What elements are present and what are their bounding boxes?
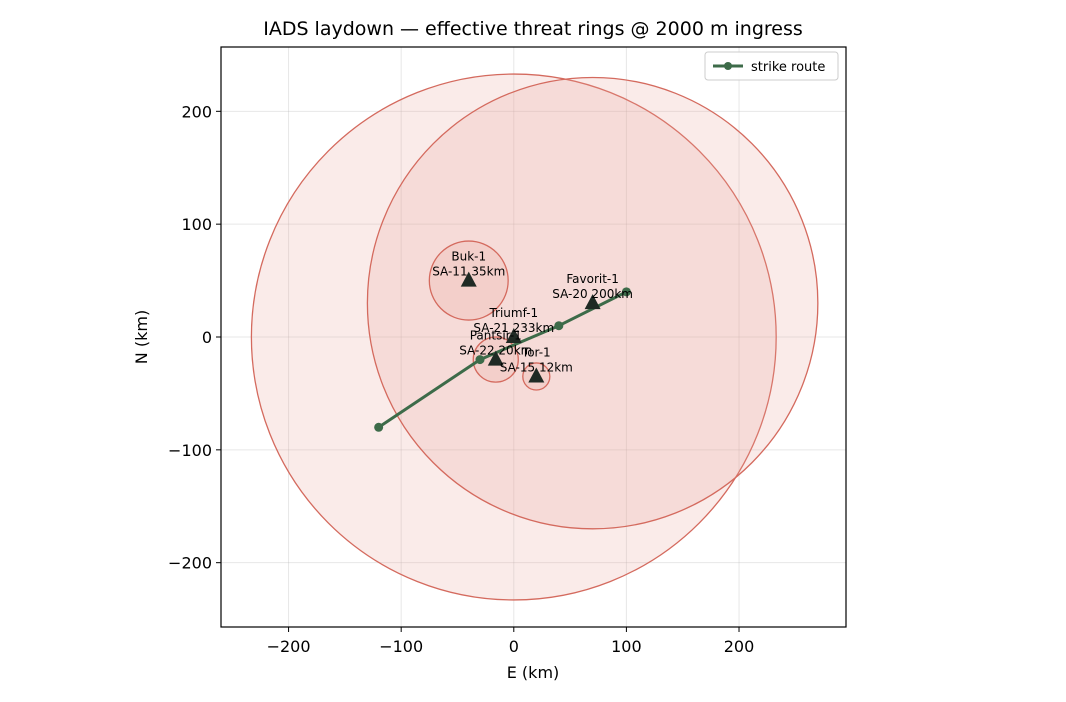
x-tick-label: 200 — [724, 637, 755, 656]
site-range-label: SA-22 20km — [459, 344, 532, 358]
x-axis-label: E (km) — [507, 663, 560, 682]
site-range-label: SA-15 12km — [500, 360, 573, 374]
site-marker — [584, 294, 601, 310]
x-tick-label: −200 — [267, 637, 311, 656]
route-waypoint — [554, 321, 564, 331]
route-waypoint — [475, 355, 485, 365]
site-marker — [505, 328, 522, 343]
site-name-label: Pantsir-1 — [470, 329, 522, 343]
site-range-label: SA-20 200km — [552, 287, 633, 301]
route-waypoint — [374, 422, 384, 432]
site-marker — [487, 350, 504, 366]
y-tick-label: 200 — [181, 102, 212, 121]
x-tick-label: −100 — [379, 637, 423, 656]
site-range-label: SA-21 233km — [473, 321, 554, 335]
site-name-label: Favorit-1 — [566, 272, 619, 286]
site-range-label: SA-11 35km — [432, 265, 505, 279]
y-tick-label: 0 — [202, 328, 212, 347]
x-tick-label: 0 — [509, 637, 519, 656]
legend-swatch-marker — [724, 62, 732, 70]
legend-box — [704, 51, 839, 81]
site-marker — [528, 367, 545, 383]
plot-area: Triumf-1SA-21 233km Favorit-1SA-20 200km B… — [168, 46, 847, 656]
route-waypoint — [621, 287, 631, 297]
legend-label: strike route — [751, 60, 825, 75]
y-tick-label: −200 — [168, 554, 212, 573]
x-tick-label: 100 — [611, 637, 642, 656]
y-tick-label: 100 — [181, 215, 212, 234]
y-axis-label: N (km) — [132, 310, 151, 364]
site-name-label: Tor-1 — [521, 345, 551, 359]
site-name-label: Triumf-1 — [488, 306, 538, 320]
chart-title: IADS laydown — effective threat rings @ … — [263, 18, 803, 40]
legend: strike route — [704, 51, 839, 81]
site-marker — [460, 271, 477, 287]
site-name-label: Buk-1 — [451, 250, 486, 264]
y-tick-label: −100 — [168, 441, 212, 460]
